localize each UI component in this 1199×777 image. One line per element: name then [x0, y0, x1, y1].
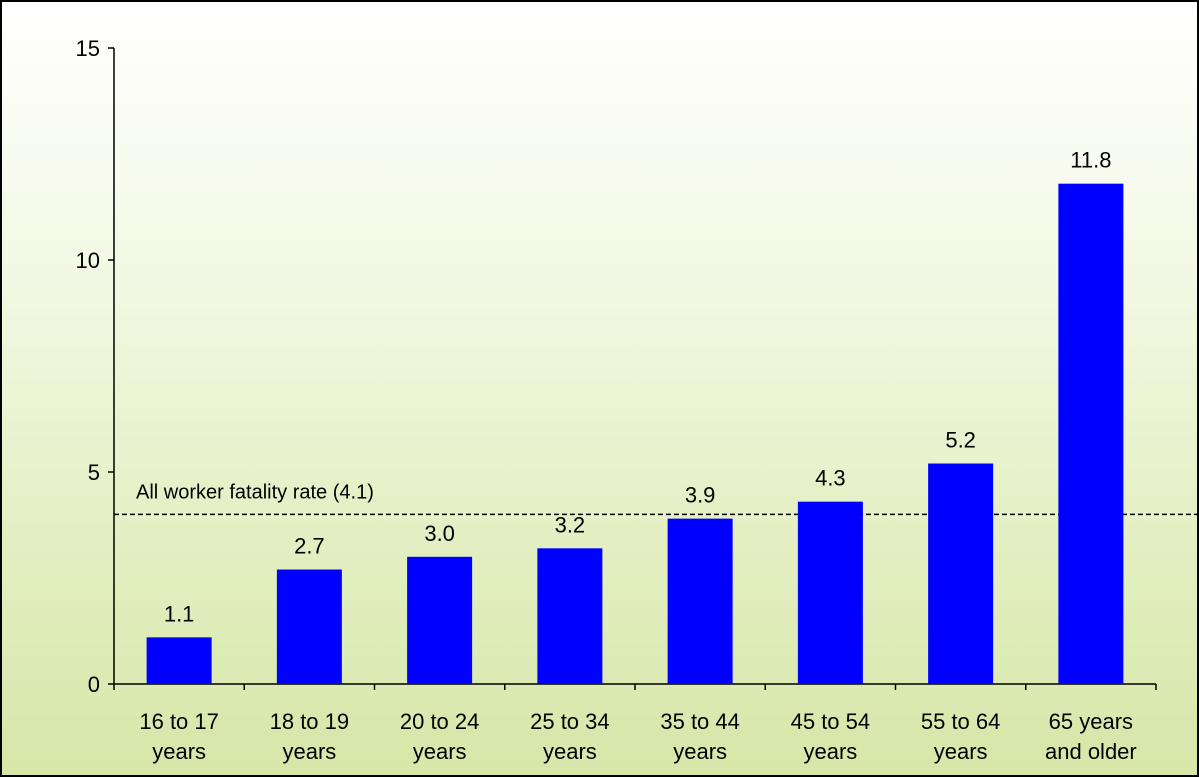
y-tick-label: 0 [88, 672, 100, 697]
bar [146, 637, 212, 684]
x-tick-label: years [803, 739, 857, 764]
reference-line-group: All worker fatality rate (4.1) [114, 481, 1197, 516]
bar [407, 556, 473, 684]
bar-value-label: 3.0 [424, 521, 455, 546]
bar-value-label: 11.8 [1070, 148, 1111, 173]
bar [928, 463, 994, 684]
bar-value-label: 2.7 [294, 534, 325, 559]
x-tick-label: 20 to 24 [400, 709, 480, 734]
y-axis: 0 5 10 15 [76, 36, 115, 697]
bar-value-label: 5.2 [945, 428, 976, 453]
x-tick-label: 45 to 54 [791, 709, 871, 734]
x-axis: 16 to 17 years 18 to 19 years 20 to 24 years 2… [113, 683, 1157, 764]
x-tick-label: years [152, 739, 206, 764]
y-tick-label: 5 [88, 460, 100, 485]
bar [1058, 183, 1124, 684]
bar [797, 501, 863, 684]
y-tick-label: 10 [76, 248, 100, 273]
bar-value-label: 3.2 [555, 512, 586, 537]
x-tick-label: 35 to 44 [660, 709, 740, 734]
x-tick-label: 55 to 64 [921, 709, 1001, 734]
x-tick-label: years [673, 739, 727, 764]
x-tick-label: and older [1045, 739, 1137, 764]
bar [667, 518, 733, 684]
bar [276, 569, 342, 684]
x-tick-label: years [282, 739, 336, 764]
x-tick-label: 25 to 34 [530, 709, 610, 734]
x-tick-label: years [934, 739, 988, 764]
x-tick-label: 18 to 19 [270, 709, 350, 734]
y-tick-label: 15 [76, 36, 100, 61]
bar-value-label: 3.9 [685, 483, 716, 508]
x-tick-label: years [413, 739, 467, 764]
x-tick-label: 65 years [1049, 709, 1133, 734]
reference-line-label: All worker fatality rate (4.1) [136, 481, 374, 503]
bar [537, 548, 603, 684]
bars: 1.1 2.7 3.0 3.2 3.9 4.3 5.2 11.8 [146, 148, 1124, 684]
x-tick-label: 16 to 17 [139, 709, 219, 734]
bar-value-label: 1.1 [164, 601, 195, 626]
bar-value-label: 4.3 [815, 466, 846, 491]
x-tick-label: years [543, 739, 597, 764]
